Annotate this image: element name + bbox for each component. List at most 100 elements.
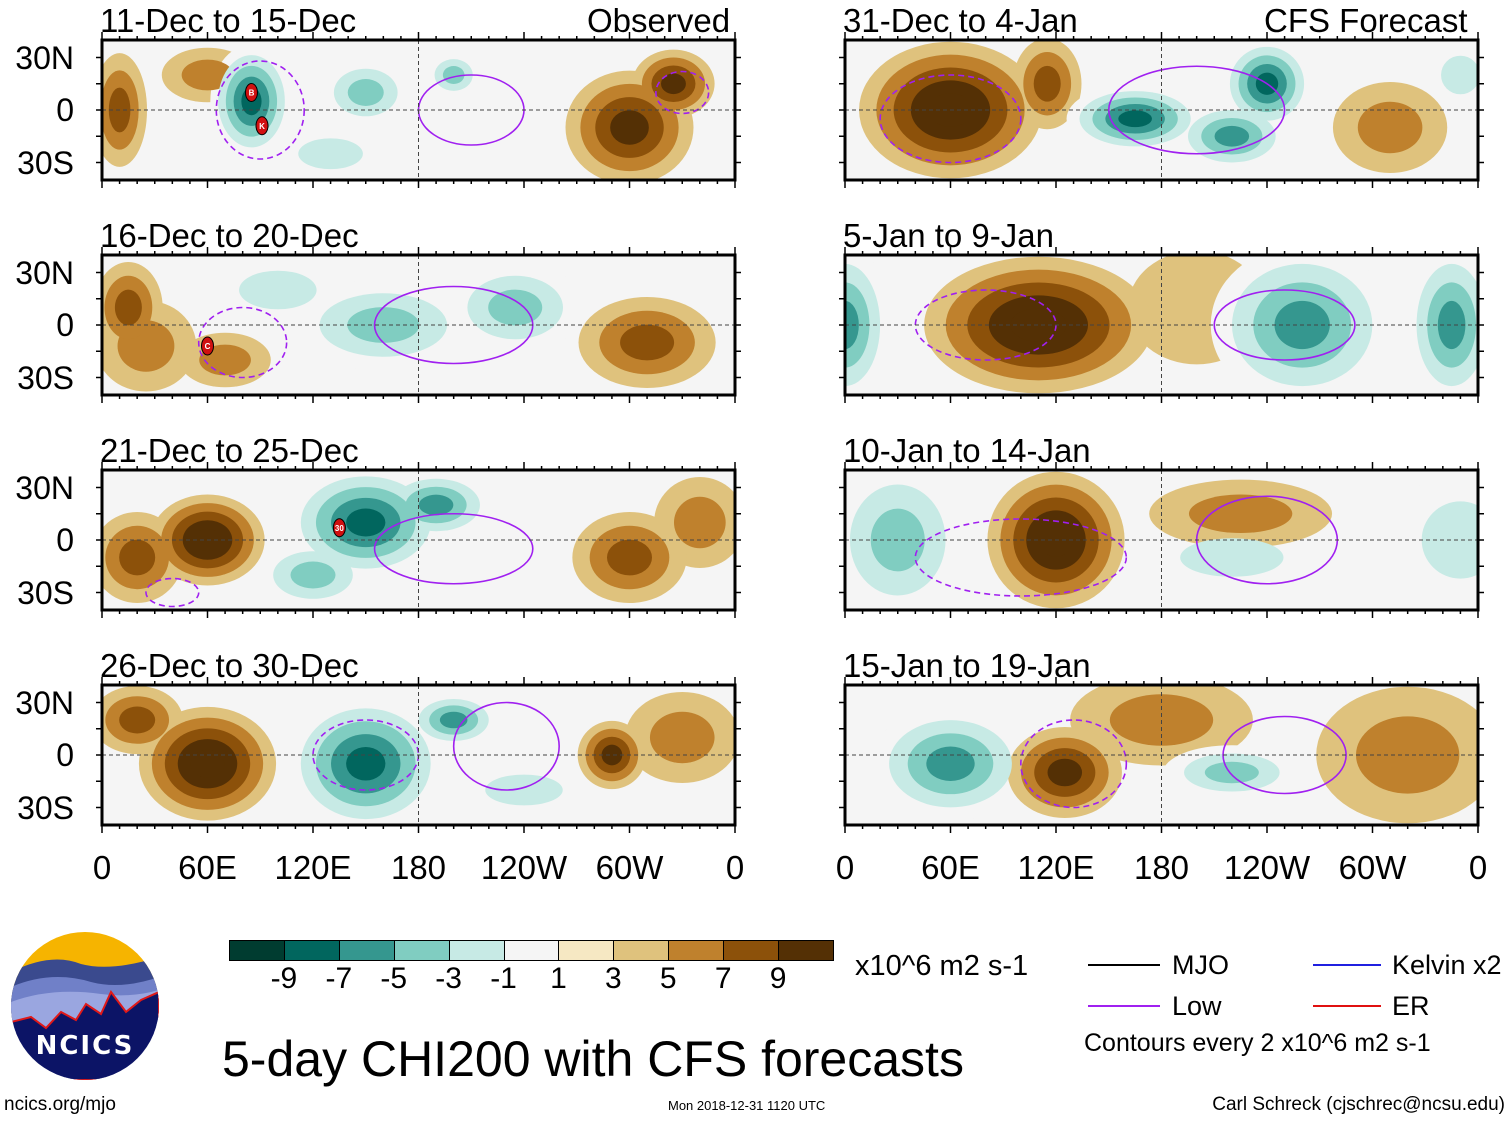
colorbar-label: -9 <box>270 962 298 995</box>
anomaly-contour-fill <box>1010 308 1067 342</box>
anomaly-contour-fill <box>1033 65 1061 102</box>
anomaly-contour-fill <box>119 706 156 734</box>
forecast-label: CFS Forecast <box>1264 2 1468 39</box>
low-frequency-contour <box>914 518 1128 597</box>
anomaly-contour-fill <box>298 138 363 170</box>
anomaly-contour-fill <box>620 324 675 361</box>
low-frequency-contour <box>145 577 200 608</box>
anomaly-contour-fill <box>346 508 386 537</box>
lat-label: 30N <box>15 254 74 291</box>
footer-timestamp: Mon 2018-12-31 1120 UTC <box>668 1098 826 1113</box>
panel-title: 16-Dec to 20-Dec <box>100 217 359 254</box>
lon-label: 180 <box>1133 849 1190 886</box>
logo-text: NCICS <box>36 1031 135 1061</box>
colorbar-swatch <box>778 940 834 961</box>
anomaly-contour-fill <box>1214 125 1250 147</box>
anomaly-contour-fill <box>119 539 156 576</box>
anomaly-contour-fill <box>1118 110 1152 128</box>
colorbar-swatch <box>283 940 340 961</box>
panel-title: 21-Dec to 25-Dec <box>100 432 359 469</box>
low-frequency-contour <box>373 512 534 585</box>
lat-label: 0 <box>56 92 74 128</box>
legend-label-mjo: MJO <box>1172 950 1229 980</box>
panel-title: 5-Jan to 9-Jan <box>843 217 1054 254</box>
panel-title: 10-Jan to 14-Jan <box>843 432 1091 469</box>
anomaly-contour-fill <box>442 66 465 84</box>
panel-title: 15-Jan to 19-Jan <box>843 647 1091 684</box>
low-frequency-contour <box>452 701 560 791</box>
colorbar-swatch <box>503 940 560 961</box>
map-field: 30 <box>102 470 735 610</box>
anomaly-contour-fill <box>661 73 686 95</box>
colorbar-label: 9 <box>769 962 787 995</box>
colorbar-swatch <box>338 940 395 961</box>
anomaly-contour-fill <box>347 79 384 106</box>
lat-label: 0 <box>56 737 74 773</box>
anomaly-contour-fill <box>239 270 317 310</box>
lon-label: 0 <box>835 849 855 886</box>
lon-label: 60W <box>595 849 664 886</box>
ncics-logo: NCICS <box>11 932 159 1080</box>
map-panel <box>839 247 1484 403</box>
footer-url[interactable]: ncics.org/mjo <box>4 1094 116 1115</box>
lon-label: 120E <box>1017 849 1095 886</box>
map-field: BK <box>102 40 735 180</box>
legend-line-er <box>1313 1005 1381 1007</box>
lon-label: 60E <box>921 849 980 886</box>
lon-label: 120W <box>1223 849 1311 886</box>
storm-label: K <box>259 122 265 131</box>
anomaly-contour-fill <box>418 494 454 516</box>
colorbar-label: -3 <box>435 962 462 995</box>
low-frequency-contour <box>655 70 710 115</box>
colorbar-units: x10^6 m2 s-1 <box>855 950 1029 982</box>
anomaly-contour-fill <box>485 774 563 806</box>
low-frequency-contour <box>1107 65 1286 155</box>
anomaly-contour-fill <box>190 749 225 778</box>
low-frequency-contour <box>197 306 288 379</box>
legend-label-er: ER <box>1392 991 1430 1021</box>
anomaly-contour-fill <box>673 496 726 549</box>
map-panel: C <box>96 247 741 403</box>
lon-label: 180 <box>390 849 447 886</box>
colorbar-swatch <box>668 940 725 961</box>
colorbar-label: -5 <box>380 962 408 995</box>
storm-label: 30 <box>335 524 344 533</box>
anomaly-contour-fill <box>845 300 859 350</box>
lon-label: 0 <box>725 849 745 886</box>
colorbar-label: -7 <box>325 962 353 995</box>
map-panel <box>839 677 1484 833</box>
anomaly-contour-fill <box>1047 758 1083 787</box>
colorbar-label: -1 <box>490 962 517 995</box>
legend-line-kelvin <box>1313 964 1381 966</box>
lon-label: 0 <box>92 849 112 886</box>
observed-label: Observed <box>587 2 731 39</box>
low-frequency-contour <box>1213 289 1356 361</box>
map-field <box>845 470 1478 610</box>
anomaly-contour-fill <box>606 539 653 576</box>
map-panel <box>839 462 1484 618</box>
lat-label: 30N <box>15 39 74 76</box>
lat-label: 0 <box>56 522 74 558</box>
lon-label: 60E <box>178 849 237 886</box>
anomaly-contour-fill <box>181 59 234 91</box>
lat-label: 0 <box>56 307 74 343</box>
lat-label: 30S <box>17 789 74 826</box>
footer-credit: Carl Schreck (cjschrec@ncsu.edu) <box>1212 1094 1505 1115</box>
map-panel <box>839 32 1484 188</box>
legend-line-mjo <box>1088 964 1160 966</box>
colorbar-swatch <box>229 940 285 961</box>
colorbar-label: 1 <box>550 962 567 995</box>
map-panel: 30 <box>96 462 741 618</box>
figure-title: 5-day CHI200 with CFS forecasts <box>222 1031 964 1087</box>
map-field <box>845 40 1478 180</box>
anomaly-contour-fill <box>1441 55 1478 95</box>
map-field <box>845 685 1478 825</box>
colorbar-swatch <box>558 940 615 961</box>
anomaly-contour-fill <box>926 746 975 781</box>
storm-label: C <box>205 342 211 351</box>
anomaly-contour-fill <box>1357 101 1423 154</box>
panel-title: 26-Dec to 30-Dec <box>100 647 359 684</box>
map-field <box>102 685 735 825</box>
colorbar-label: 7 <box>714 962 732 995</box>
anomaly-contour-fill <box>610 110 649 145</box>
